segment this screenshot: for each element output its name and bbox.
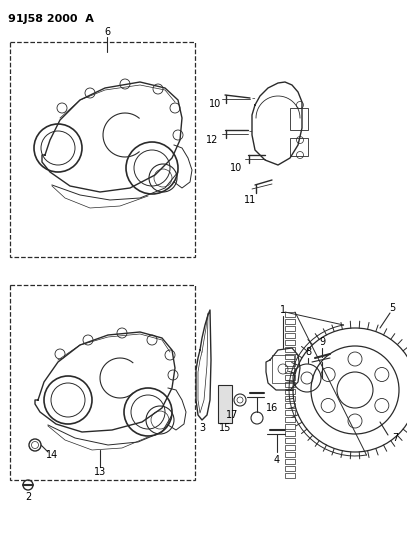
Bar [285,319,295,324]
Text: 1: 1 [280,305,286,315]
Text: 14: 14 [46,450,58,460]
Text: 6: 6 [104,27,110,37]
Bar [285,382,295,387]
Bar [272,355,294,383]
Text: 17: 17 [226,410,238,420]
Text: 9: 9 [319,337,325,347]
Bar [285,424,295,429]
Bar [285,466,295,471]
Bar [290,108,308,130]
Bar [290,138,308,156]
Bar [285,354,295,359]
Bar [285,340,295,345]
Bar [285,473,295,478]
Text: 4: 4 [274,455,280,465]
Bar [285,438,295,443]
Text: 5: 5 [389,303,395,313]
Text: 10: 10 [230,163,242,173]
Text: 15: 15 [219,423,231,433]
Bar [285,431,295,436]
Bar [285,459,295,464]
Text: 10: 10 [209,99,221,109]
Bar [218,385,232,423]
Bar [285,368,295,373]
Bar [285,417,295,422]
Bar [285,347,295,352]
Text: 11: 11 [244,195,256,205]
Bar [285,361,295,366]
Text: 3: 3 [199,423,205,433]
Text: 13: 13 [94,467,106,477]
Text: 12: 12 [206,135,218,145]
Bar [285,410,295,415]
Bar [285,445,295,450]
Bar [285,403,295,408]
Text: 2: 2 [25,492,31,502]
Bar [285,312,295,317]
Bar [10,42,195,257]
Bar [285,326,295,331]
Text: 8: 8 [305,347,311,357]
Text: 7: 7 [392,433,398,443]
Text: 16: 16 [266,403,278,413]
Bar [285,375,295,380]
Bar [285,396,295,401]
Bar [10,285,195,480]
Bar [285,389,295,394]
Text: 91J58 2000  A: 91J58 2000 A [8,14,94,24]
Bar [285,452,295,457]
Bar [285,333,295,338]
